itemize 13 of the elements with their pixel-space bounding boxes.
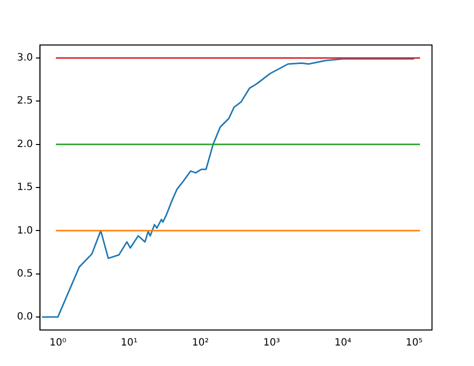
y-tick-label: 1.0 bbox=[16, 225, 33, 236]
y-tick-label: 3.0 bbox=[16, 52, 33, 64]
x-tick-label: 10³ bbox=[263, 338, 280, 349]
x-tick-label: 10¹ bbox=[120, 338, 138, 349]
y-tick-label: 1.5 bbox=[16, 182, 33, 194]
x-tick-label: 10⁰ bbox=[49, 338, 66, 349]
y-tick-label: 2.0 bbox=[16, 138, 33, 150]
x-tick-label: 10⁴ bbox=[334, 338, 352, 349]
y-tick-label: 2.5 bbox=[16, 96, 33, 107]
x-tick-label: 10² bbox=[192, 338, 209, 349]
y-tick-label: 0.5 bbox=[16, 268, 33, 280]
y-tick-label: 0.0 bbox=[16, 312, 33, 323]
x-tick-label: 10⁵ bbox=[406, 338, 423, 349]
